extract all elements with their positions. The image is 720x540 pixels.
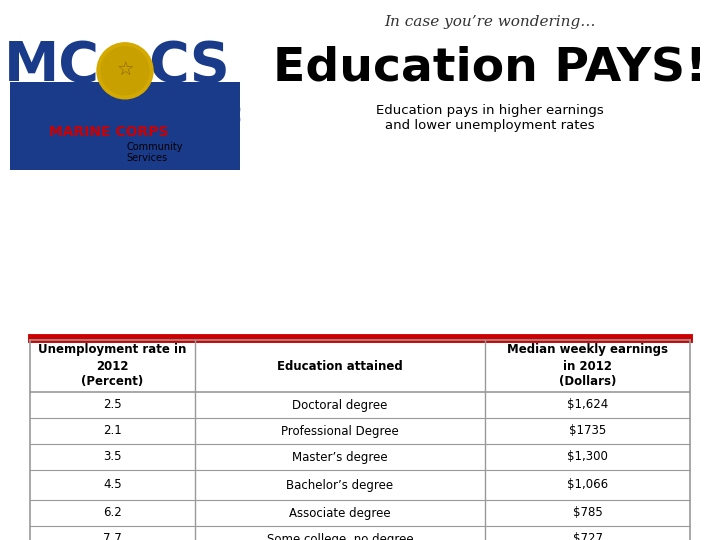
Text: MARINE CORPS: MARINE CORPS: [49, 125, 168, 139]
Circle shape: [97, 43, 153, 99]
Bar: [10, 82, 240, 170]
Text: Professional Degree: Professional Degree: [281, 424, 399, 437]
Text: Education PAYS!: Education PAYS!: [273, 45, 707, 91]
Text: 3.5: 3.5: [103, 450, 122, 463]
Text: $1735: $1735: [569, 424, 606, 437]
Text: $1,300: $1,300: [567, 450, 608, 463]
Text: $1,624: $1,624: [567, 399, 608, 411]
Circle shape: [101, 47, 149, 95]
Text: Some college, no degree: Some college, no degree: [266, 532, 413, 540]
Text: 2.1: 2.1: [103, 424, 122, 437]
Text: 2.5: 2.5: [103, 399, 122, 411]
Text: $727: $727: [572, 532, 603, 540]
Text: 4.5: 4.5: [103, 478, 122, 491]
Text: Median weekly earnings
in 2012
(Dollars): Median weekly earnings in 2012 (Dollars): [507, 343, 668, 388]
Text: 6.2: 6.2: [103, 507, 122, 519]
Text: MC: MC: [4, 39, 99, 93]
Text: $1,066: $1,066: [567, 478, 608, 491]
Text: Master’s degree: Master’s degree: [292, 450, 388, 463]
Text: 7.7: 7.7: [103, 532, 122, 540]
Text: Education attained: Education attained: [277, 360, 403, 373]
Text: Unemployment rate in
2012
(Percent): Unemployment rate in 2012 (Percent): [38, 343, 186, 388]
Text: ☆: ☆: [116, 62, 134, 80]
Text: Associate degree: Associate degree: [289, 507, 391, 519]
Text: CS: CS: [148, 39, 230, 93]
Text: In case you’re wondering…: In case you’re wondering…: [384, 15, 595, 29]
Text: Bachelor’s degree: Bachelor’s degree: [287, 478, 394, 491]
Text: Community
Services: Community Services: [127, 141, 183, 163]
Text: $785: $785: [572, 507, 603, 519]
Text: Doctoral degree: Doctoral degree: [292, 399, 387, 411]
Text: Education pays in higher earnings
and lower unemployment rates: Education pays in higher earnings and lo…: [376, 104, 604, 132]
